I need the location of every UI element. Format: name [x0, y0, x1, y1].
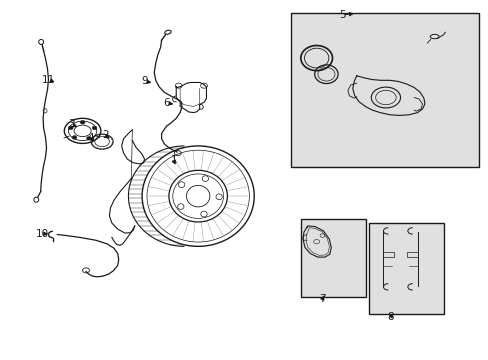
Text: 4: 4 [87, 133, 94, 143]
Text: 6: 6 [163, 98, 169, 108]
Circle shape [92, 126, 97, 130]
Text: 3: 3 [68, 120, 75, 129]
Text: 5: 5 [338, 10, 345, 20]
Circle shape [68, 126, 73, 130]
Text: 7: 7 [319, 294, 325, 304]
FancyBboxPatch shape [368, 223, 444, 315]
Text: 8: 8 [386, 312, 393, 322]
Circle shape [86, 136, 91, 140]
Text: 2: 2 [102, 130, 109, 140]
Text: 11: 11 [42, 75, 55, 85]
FancyBboxPatch shape [290, 13, 478, 167]
FancyBboxPatch shape [300, 220, 366, 297]
Text: 9: 9 [142, 76, 148, 86]
Circle shape [80, 121, 85, 124]
Text: 10: 10 [36, 229, 49, 239]
Text: 1: 1 [170, 155, 177, 165]
Circle shape [72, 136, 77, 139]
